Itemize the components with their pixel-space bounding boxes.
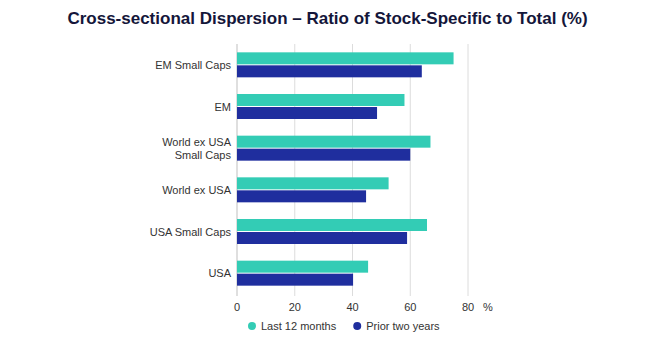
legend: Last 12 months Prior two years <box>248 320 440 332</box>
tick-label: 0 <box>234 301 240 313</box>
category-label: EM Small Caps <box>155 59 231 71</box>
bar <box>237 107 377 119</box>
bar <box>237 65 422 77</box>
tick-label: 80 <box>462 301 474 313</box>
bar <box>237 219 427 231</box>
bar <box>237 274 353 286</box>
bar <box>237 52 454 64</box>
category-label: USA Small Caps <box>150 226 232 238</box>
grid-line <box>237 44 238 296</box>
bar <box>237 136 430 148</box>
label-line: EM <box>215 101 232 113</box>
legend-marker <box>353 322 361 330</box>
category-label: World ex USASmall Caps <box>162 136 232 161</box>
legend-marker <box>248 322 256 330</box>
tick-label: 40 <box>346 301 358 313</box>
legend-label: Last 12 months <box>261 320 337 332</box>
tick-label: 20 <box>289 301 301 313</box>
grid-line <box>352 44 353 296</box>
bars <box>237 52 454 285</box>
bar <box>237 190 366 202</box>
label-line: USA Small Caps <box>150 226 232 238</box>
tick-label: 60 <box>404 301 416 313</box>
axis-label: % <box>483 301 493 313</box>
grid-line <box>468 44 469 296</box>
bar <box>237 261 368 273</box>
grid-line <box>294 44 295 296</box>
category-label: USA <box>208 267 231 279</box>
label-line: USA <box>208 267 231 279</box>
category-label: EM <box>215 101 232 113</box>
bar <box>237 94 404 106</box>
legend-label: Prior two years <box>366 320 440 332</box>
label-line: EM Small Caps <box>155 59 231 71</box>
bar <box>237 149 410 161</box>
bar <box>237 232 407 244</box>
label-line: World ex USA <box>162 184 232 196</box>
chart: Cross-sectional Dispersion – Ratio of St… <box>0 0 651 343</box>
label-line: Small Caps <box>175 149 232 161</box>
bar <box>237 177 389 189</box>
label-line: World ex USA <box>162 136 232 148</box>
chart-container: Cross-sectional Dispersion – Ratio of St… <box>0 0 651 343</box>
category-label: World ex USA <box>162 184 232 196</box>
title: Cross-sectional Dispersion – Ratio of St… <box>67 9 587 28</box>
grid-line <box>410 44 411 296</box>
